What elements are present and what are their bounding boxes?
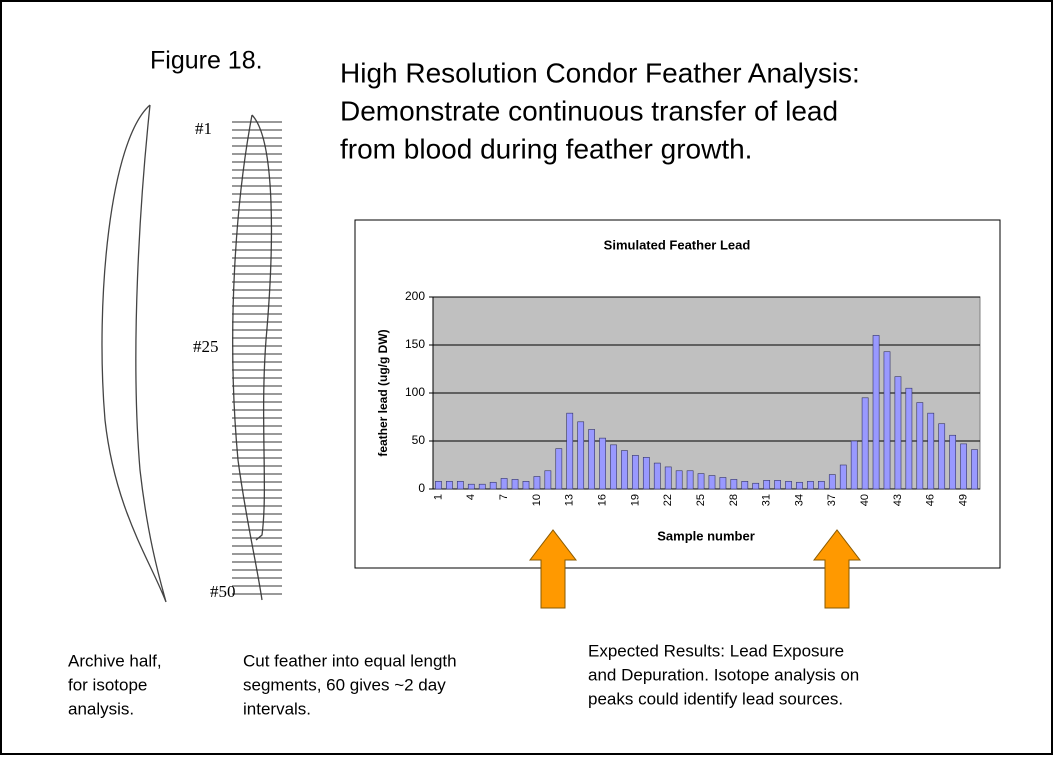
bar	[960, 443, 967, 490]
bar	[467, 483, 475, 490]
y-tick-label: 150	[405, 337, 425, 351]
caption: analysis.	[68, 699, 134, 718]
x-tick-label: 46	[925, 494, 937, 506]
bar	[796, 481, 803, 490]
slide-title: from blood during feather growth.	[340, 133, 752, 164]
bar	[588, 429, 595, 490]
bar	[763, 480, 771, 490]
bar	[828, 474, 836, 490]
bar	[555, 448, 563, 490]
arrow	[812, 529, 862, 609]
feather-label: #1	[195, 119, 212, 138]
bar	[566, 412, 574, 490]
bar	[577, 421, 585, 490]
x-tick-label: 43	[892, 494, 904, 506]
bar	[599, 437, 606, 490]
bar	[686, 470, 694, 490]
y-tick-label: 200	[405, 289, 425, 303]
cut-feather	[232, 114, 273, 601]
bar	[872, 335, 880, 490]
feather-label: #50	[210, 582, 236, 601]
bar	[522, 481, 530, 490]
bar	[971, 449, 978, 490]
x-tick-label: 13	[564, 494, 576, 506]
chart-title: Simulated Feather Lead	[604, 237, 751, 252]
bar	[905, 387, 913, 490]
bar	[807, 481, 814, 490]
bar	[435, 481, 442, 490]
x-tick-label: 28	[728, 494, 740, 506]
x-tick-label: 49	[957, 494, 969, 506]
y-tick-label: 0	[418, 481, 425, 495]
x-tick-label: 4	[465, 494, 477, 500]
x-tick-label: 25	[695, 494, 707, 506]
x-tick-label: 7	[498, 494, 510, 500]
x-axis-label: Sample number	[657, 528, 755, 543]
feather-drawings	[101, 104, 282, 603]
bar	[621, 450, 628, 490]
bar	[785, 481, 792, 490]
figure-label: Figure 18.	[150, 47, 263, 75]
y-tick-label: 100	[405, 385, 425, 399]
bar	[916, 402, 924, 490]
bar	[664, 466, 672, 490]
y-axis-label: feather lead (ug/g DW)	[376, 329, 390, 456]
bar	[446, 481, 453, 490]
bar	[949, 434, 957, 490]
bar	[741, 481, 749, 490]
bar	[850, 440, 858, 490]
bar	[839, 464, 847, 490]
x-tick-label: 1	[432, 494, 444, 500]
bar	[675, 470, 683, 490]
bar	[883, 351, 891, 490]
x-tick-label: 10	[531, 494, 543, 506]
caption: Expected Results: Lead Exposure	[588, 641, 844, 660]
archive-feather	[101, 104, 167, 603]
caption: Cut feather into equal length	[243, 651, 457, 670]
caption: and Depuration. Isotope analysis on	[588, 665, 859, 684]
x-tick-label: 16	[596, 494, 608, 506]
slide-title: Demonstrate continuous transfer of lead	[340, 95, 838, 126]
bar	[478, 483, 486, 490]
x-tick-label: 22	[662, 494, 674, 506]
bar	[938, 423, 946, 490]
bar	[632, 455, 639, 490]
bar	[500, 478, 508, 490]
x-tick-label: 19	[629, 494, 641, 506]
caption: Archive half,	[68, 651, 162, 670]
bar	[489, 481, 497, 490]
bar	[927, 412, 935, 490]
caption: intervals.	[243, 699, 311, 718]
bar	[511, 479, 519, 490]
slide-title: High Resolution Condor Feather Analysis:	[340, 57, 860, 88]
caption: segments, 60 gives ~2 day	[243, 675, 446, 694]
bar	[752, 482, 760, 490]
bar	[719, 477, 727, 490]
bar	[861, 397, 869, 490]
bar	[456, 481, 464, 490]
x-tick-label: 31	[761, 494, 773, 506]
feather-label: #25	[193, 337, 219, 356]
bar	[697, 473, 705, 490]
bar	[544, 470, 552, 490]
bar	[730, 479, 738, 490]
x-tick-label: 40	[859, 494, 871, 506]
bar	[894, 376, 902, 490]
bar	[533, 476, 541, 490]
caption: peaks could identify lead sources.	[588, 689, 843, 708]
arrow	[528, 529, 578, 609]
x-tick-label: 37	[826, 494, 838, 506]
bar	[610, 444, 617, 490]
x-tick-label: 34	[793, 494, 805, 506]
caption: for isotope	[68, 675, 147, 694]
bar	[642, 457, 650, 490]
bar	[818, 481, 825, 490]
bar	[708, 475, 716, 490]
bar	[653, 462, 661, 490]
y-tick-label: 50	[412, 433, 426, 447]
bar	[774, 480, 781, 490]
